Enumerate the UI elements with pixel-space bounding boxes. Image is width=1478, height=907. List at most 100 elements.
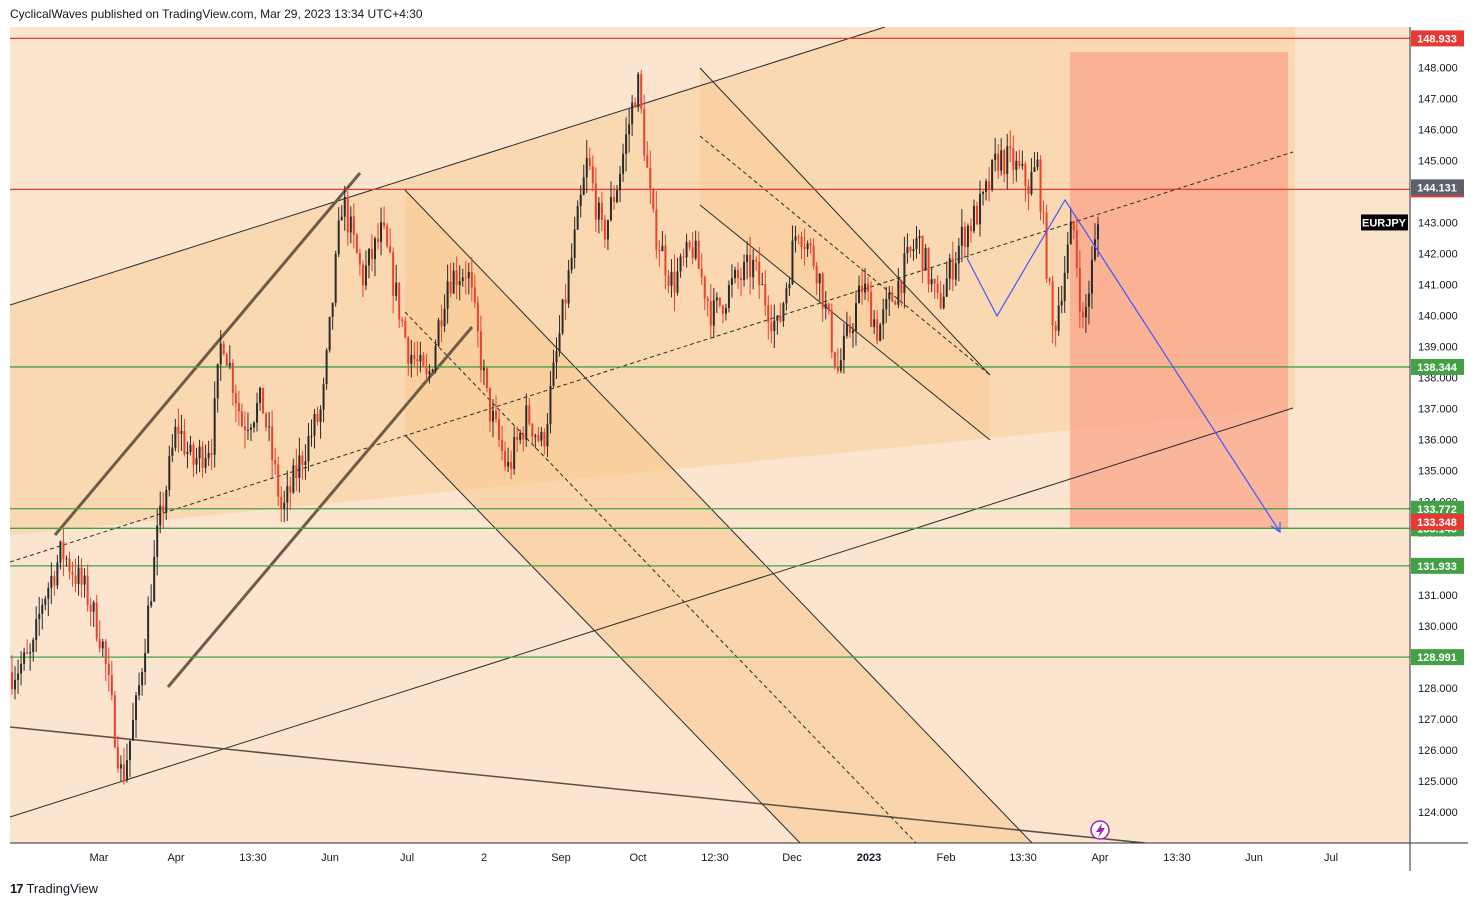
candle-body — [985, 181, 988, 192]
long-support-line[interactable] — [10, 726, 1146, 843]
candle-body — [637, 73, 640, 108]
y-tick-label: 136.000 — [1418, 435, 1458, 447]
candle-body — [231, 362, 234, 394]
time-axis[interactable]: Mar Apr 13:30 Jun Jul 2 Sep Oct 12:30 Dec 2023 Feb 1… — [90, 852, 1339, 864]
candle-body — [1090, 259, 1093, 294]
candle-body — [86, 575, 89, 606]
time-axis-panel[interactable] — [10, 843, 1410, 871]
candle-body — [749, 254, 752, 278]
channel-mid-line[interactable] — [10, 151, 1294, 563]
candle-body — [340, 216, 343, 221]
candle-body — [174, 426, 177, 448]
candle-body — [504, 450, 507, 467]
candle-body — [706, 298, 709, 302]
x-tick-label: Oct — [629, 852, 646, 864]
steep-channel-lower[interactable] — [166, 326, 474, 688]
candle-body — [47, 587, 50, 599]
candle-body — [912, 249, 915, 252]
candle-body — [724, 307, 727, 314]
desc-channel-2-upper[interactable] — [699, 67, 991, 376]
candle-body — [358, 252, 361, 265]
candle-body — [591, 165, 594, 184]
candle-body — [631, 102, 634, 125]
candle-body — [933, 279, 936, 284]
candle-body — [730, 278, 733, 286]
candle-body — [691, 247, 694, 259]
candle-body — [59, 541, 62, 563]
candle-body — [703, 276, 706, 299]
price-tags: 148.933144.067138.344133.772133.143131.9… — [1361, 30, 1464, 666]
x-tick-label: Dec — [782, 852, 802, 864]
candle-body — [253, 422, 256, 428]
candle-body — [972, 206, 975, 232]
candle-body — [839, 360, 842, 371]
candle-body — [997, 153, 1000, 171]
candle-body — [204, 457, 207, 468]
candle-body — [688, 241, 691, 248]
candle-body — [135, 695, 138, 720]
y-tick-label: 128.000 — [1418, 683, 1458, 695]
candle-body — [292, 465, 295, 493]
candle-body — [991, 159, 994, 190]
desc-channel-2-lower[interactable] — [699, 204, 991, 441]
candle-body — [328, 316, 331, 351]
y-tick-label: 126.000 — [1418, 745, 1458, 757]
desc-channel-1-upper[interactable] — [404, 189, 1033, 843]
price-tag-0: 144.131 — [1417, 182, 1457, 194]
candle-body — [482, 368, 485, 371]
candle-body — [1042, 211, 1045, 213]
candle-body — [71, 571, 74, 576]
projection-path[interactable] — [966, 198, 1281, 533]
candle-body — [646, 155, 649, 168]
candle-body — [286, 486, 289, 503]
candle-body — [882, 309, 885, 325]
projection-arrowhead — [1270, 522, 1281, 534]
candle-body — [153, 556, 156, 602]
channel-upper-line[interactable] — [10, 27, 886, 306]
candle-body — [495, 410, 498, 420]
candle-body — [954, 263, 957, 280]
x-tick-label: Sep — [551, 852, 571, 864]
candle-body — [349, 216, 352, 233]
candle-body — [1006, 146, 1009, 175]
candle-body — [655, 209, 658, 250]
candle-body — [1024, 164, 1027, 186]
footer-brand[interactable]: 17 TradingView — [10, 881, 98, 896]
candle-body — [377, 238, 380, 242]
candle-body — [791, 240, 794, 285]
candle-body — [597, 202, 600, 220]
candle-body — [546, 424, 549, 447]
x-tick-label: Apr — [167, 852, 184, 864]
candle-body — [854, 303, 857, 331]
price-axis-panel[interactable] — [1410, 27, 1468, 843]
candle-body — [870, 291, 873, 327]
candle-body — [186, 451, 189, 454]
candle-body — [606, 220, 609, 240]
candle-body — [386, 225, 389, 247]
x-tick-label: 13:30 — [1163, 852, 1191, 864]
level-tag-0: 148.933 — [1417, 33, 1457, 45]
steep-channel-upper[interactable] — [53, 172, 362, 536]
candle-body — [770, 322, 773, 332]
candle-body — [1078, 268, 1081, 312]
candle-body — [845, 324, 848, 336]
candle-body — [92, 602, 95, 612]
candle-body — [582, 177, 585, 195]
candle-body — [1066, 244, 1069, 273]
lightning-icon[interactable] — [1090, 820, 1110, 840]
candle-body — [975, 206, 978, 225]
candle-body — [558, 333, 561, 352]
candle-body — [416, 359, 419, 362]
candle-body — [1000, 150, 1003, 171]
candle-body — [903, 253, 906, 294]
candle-body — [936, 283, 939, 293]
candle-body — [634, 102, 637, 108]
desc-channel-1-lower[interactable] — [404, 434, 801, 843]
candle-body — [513, 437, 516, 469]
candle-body — [1021, 164, 1024, 166]
x-tick-label: 2 — [481, 852, 487, 864]
candle-body — [449, 281, 452, 294]
candle-body — [1036, 159, 1039, 168]
candle-body — [876, 319, 879, 341]
